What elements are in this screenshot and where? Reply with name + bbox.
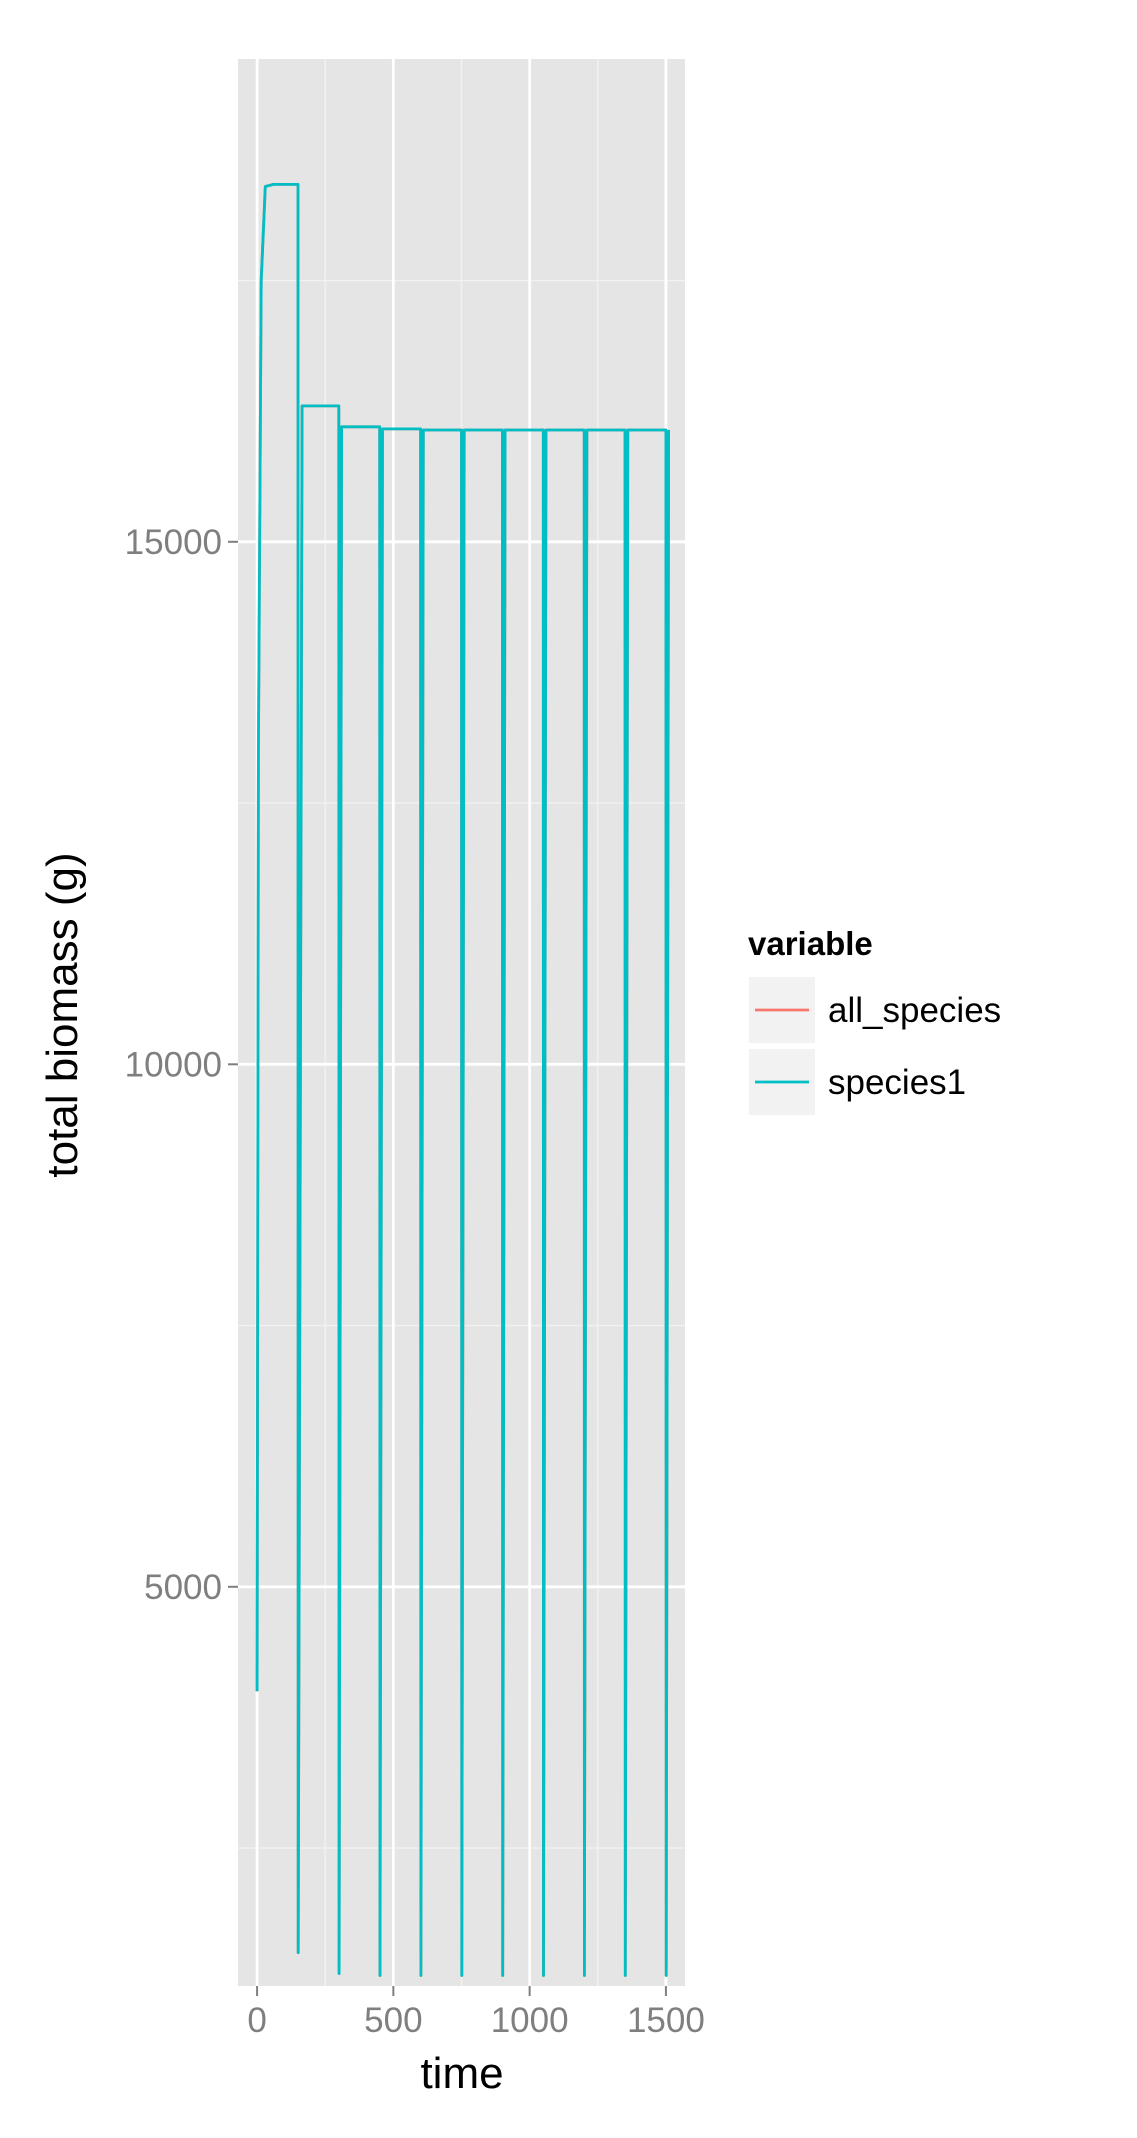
series-layer — [255, 183, 670, 1977]
legend-label: all_species — [828, 991, 1001, 1030]
legend: variable all_species species1 — [747, 925, 1001, 1117]
y-tick-label: 5000 — [144, 1568, 222, 1607]
x-tick-label: 0 — [247, 2001, 266, 2040]
y-tick-label: 15000 — [125, 523, 222, 562]
y-axis-title: total biomass (g) — [38, 852, 87, 1177]
legend-items: all_species species1 — [747, 975, 1001, 1117]
x-axis-title: time — [420, 2049, 503, 2098]
series-line-species1 — [255, 183, 670, 1977]
x-tick-label: 1000 — [491, 2001, 569, 2040]
legend-label: species1 — [828, 1063, 966, 1102]
y-tick-label: 10000 — [125, 1045, 222, 1084]
x-tick-label: 1500 — [627, 2001, 705, 2040]
x-axis-ticks: 0 500 1000 1500 — [247, 1986, 705, 2040]
legend-title: variable — [748, 925, 873, 962]
x-tick-label: 500 — [364, 2001, 422, 2040]
y-axis-ticks: 5000 10000 15000 — [125, 523, 238, 1607]
